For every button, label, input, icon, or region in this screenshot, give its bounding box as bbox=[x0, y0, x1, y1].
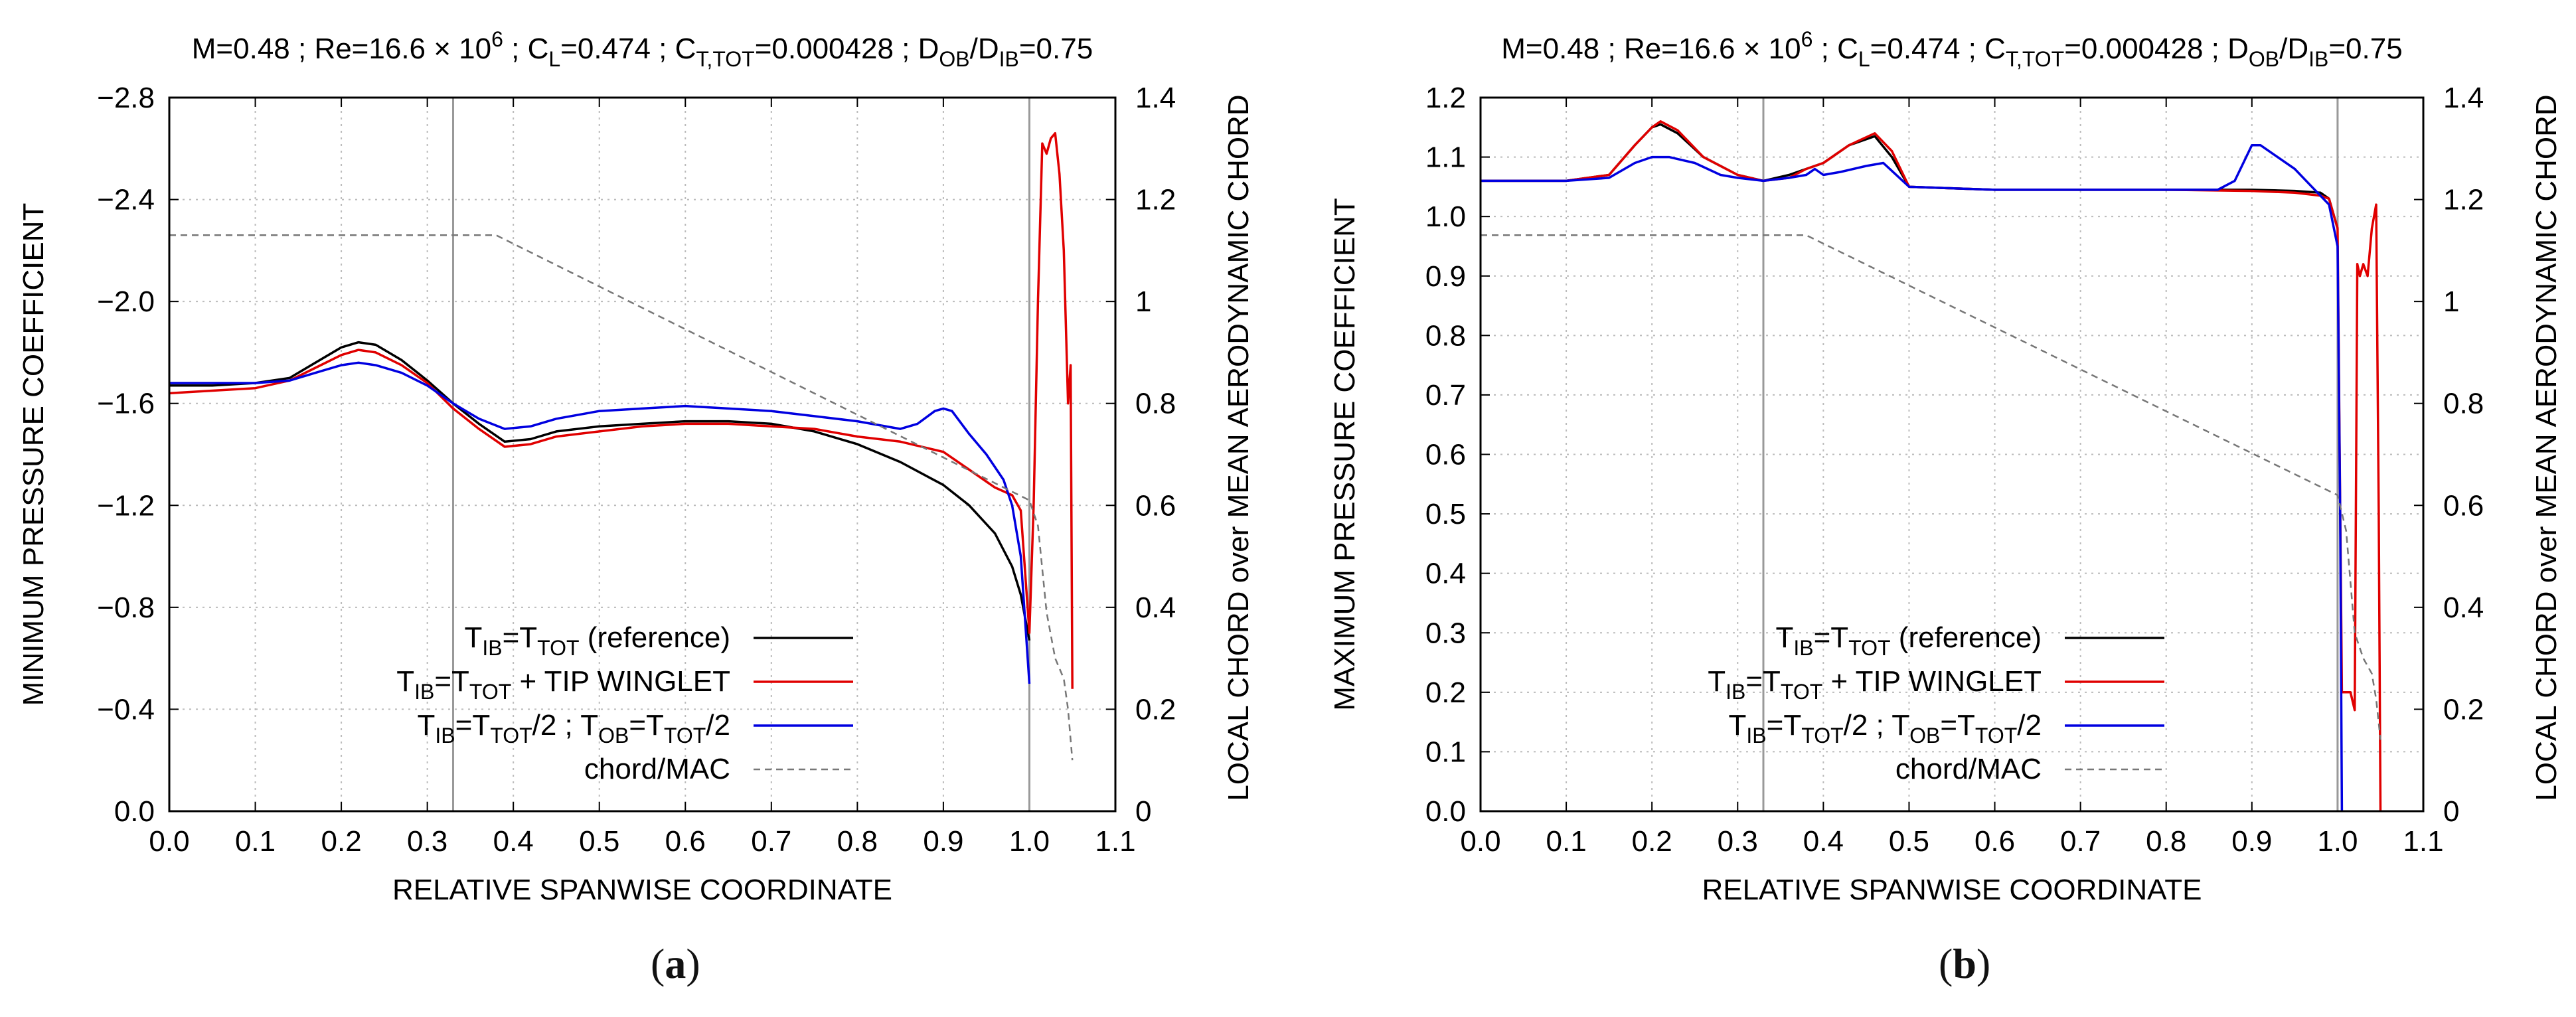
x-tick-label: 0.1 bbox=[1546, 825, 1587, 858]
x-tick-label: 0.2 bbox=[321, 825, 362, 858]
y-tick-label: 1.1 bbox=[1425, 141, 1466, 174]
caption-b: (b) bbox=[1939, 940, 1991, 987]
series-line-1 bbox=[1481, 120, 2382, 811]
caption-a: (a) bbox=[651, 940, 700, 987]
y2-tick-label: 0.8 bbox=[1135, 388, 1176, 420]
series-line-2 bbox=[169, 361, 1031, 684]
y2-tick-label: 0.8 bbox=[2443, 388, 2484, 420]
y2-tick-label: 0 bbox=[1135, 795, 1151, 828]
plot-frame bbox=[1479, 96, 2425, 813]
y2-tick-label: 0.6 bbox=[1135, 489, 1176, 522]
x-tick-label: 0.5 bbox=[1889, 825, 1929, 858]
y-tick-label: 0.5 bbox=[1425, 498, 1466, 530]
y2-tick-label: 0.2 bbox=[2443, 693, 2484, 726]
y2-tick-label: 0.4 bbox=[2443, 591, 2484, 624]
y2-tick-label: 1.4 bbox=[1135, 82, 1176, 114]
chart-title: M=0.48 ; Re=16.6 × 106 ; CL=0.474 ; CT,T… bbox=[1501, 27, 2402, 71]
y-tick-label: 0.2 bbox=[1425, 676, 1466, 709]
x-tick-label: 1.1 bbox=[2403, 825, 2443, 858]
y2-axis-label: LOCAL CHORD over MEAN AERODYNAMIC CHORD bbox=[1222, 94, 1255, 801]
x-tick-label: 0.7 bbox=[751, 825, 791, 858]
x-tick-label: 1.0 bbox=[1009, 825, 1050, 858]
y2-tick-label: 0 bbox=[2443, 795, 2459, 828]
chart-title: M=0.48 ; Re=16.6 × 106 ; CL=0.474 ; CT,T… bbox=[192, 27, 1093, 71]
x-axis-label: RELATIVE SPANWISE COORDINATE bbox=[392, 874, 892, 906]
series-line-3 bbox=[1481, 234, 2381, 740]
legend-label-1: TIB=TTOT + TIP WINGLET bbox=[1708, 665, 2042, 704]
y2-tick-label: 1.2 bbox=[2443, 184, 2484, 216]
x-tick-label: 0.2 bbox=[1632, 825, 1672, 858]
legend-label-2: TIB=TTOT/2 ; TOB=TTOT/2 bbox=[1729, 709, 2042, 747]
y-tick-label: 1.0 bbox=[1425, 200, 1466, 233]
y-tick-label: −2.8 bbox=[97, 82, 155, 114]
y-axis-label: MINIMUM PRESSURE COEFFICIENT bbox=[17, 203, 50, 706]
y-tick-label: 0.3 bbox=[1425, 617, 1466, 649]
x-tick-label: 0.8 bbox=[837, 825, 878, 858]
chart-panel-a: 0.0 0.1 0.2 0.3 0.4 0.5 0.6 0.7 0.8 0.9 1.0 1.1 0.0 −… bbox=[17, 27, 1255, 906]
x-tick-label: 0.4 bbox=[493, 825, 534, 858]
plot-frame bbox=[168, 96, 1117, 813]
series-line-2 bbox=[1481, 143, 2344, 811]
x-tick-label: 0.5 bbox=[579, 825, 619, 858]
legend-label-3: chord/MAC bbox=[1895, 753, 2042, 785]
y2-tick-label: 1 bbox=[2443, 285, 2459, 318]
series-line-0 bbox=[1481, 123, 2339, 229]
y-tick-label: 0.9 bbox=[1425, 260, 1466, 293]
y-tick-label: 0.0 bbox=[1425, 795, 1466, 828]
y2-tick-label: 1.4 bbox=[2443, 82, 2484, 114]
y-tick-label: −0.4 bbox=[97, 693, 155, 726]
y-tick-label: 0.0 bbox=[114, 795, 155, 828]
x-tick-label: 0.4 bbox=[1803, 825, 1844, 858]
y-tick-label: 1.2 bbox=[1425, 82, 1466, 114]
x-tick-label: 0.3 bbox=[407, 825, 447, 858]
y-tick-label: −2.4 bbox=[97, 184, 155, 216]
y-tick-label: 0.4 bbox=[1425, 558, 1466, 590]
y-tick-label: 0.6 bbox=[1425, 439, 1466, 471]
x-tick-label: 1.1 bbox=[1095, 825, 1135, 858]
x-tick-label: 0.1 bbox=[235, 825, 276, 858]
y2-tick-label: 1 bbox=[1135, 285, 1151, 318]
y-tick-label: −1.2 bbox=[97, 489, 155, 522]
y-tick-label: 0.1 bbox=[1425, 736, 1466, 768]
x-tick-label: 0.6 bbox=[1974, 825, 2015, 858]
x-tick-label: 0.3 bbox=[1718, 825, 1758, 858]
x-tick-label: 0.7 bbox=[2060, 825, 2101, 858]
legend-label-0: TIB=TTOT (reference) bbox=[464, 621, 730, 660]
legend-label-0: TIB=TTOT (reference) bbox=[1775, 621, 2042, 660]
series-line-1 bbox=[169, 131, 1074, 689]
x-tick-label: 0.0 bbox=[149, 825, 189, 858]
y2-tick-label: 0.2 bbox=[1135, 693, 1176, 726]
y-axis-label: MAXIMUM PRESSURE COEFFICIENT bbox=[1328, 198, 1361, 711]
y2-tick-label: 0.4 bbox=[1135, 591, 1176, 624]
y2-tick-label: 0.6 bbox=[2443, 489, 2484, 522]
x-axis-label: RELATIVE SPANWISE COORDINATE bbox=[1702, 874, 2202, 906]
x-tick-label: 0.8 bbox=[2146, 825, 2186, 858]
legend-label-2: TIB=TTOT/2 ; TOB=TTOT/2 bbox=[418, 709, 730, 747]
x-tick-label: 0.0 bbox=[1460, 825, 1500, 858]
y-tick-label: 0.8 bbox=[1425, 319, 1466, 352]
series-line-3 bbox=[169, 234, 1074, 761]
x-tick-label: 0.9 bbox=[923, 825, 963, 858]
x-tick-label: 1.0 bbox=[2317, 825, 2358, 858]
y-tick-label: 0.7 bbox=[1425, 379, 1466, 412]
series-line-0 bbox=[169, 341, 1031, 641]
y2-tick-label: 1.2 bbox=[1135, 184, 1176, 216]
y-tick-label: −2.0 bbox=[97, 285, 155, 318]
x-tick-label: 0.9 bbox=[2231, 825, 2272, 858]
chart-panel-b: 0.0 0.1 0.2 0.3 0.4 0.5 0.6 0.7 0.8 0.9 1.0 1.1 0.0 0… bbox=[1328, 27, 2563, 906]
y2-axis-label: LOCAL CHORD over MEAN AERODYNAMIC CHORD bbox=[2530, 94, 2563, 801]
legend-label-3: chord/MAC bbox=[584, 753, 730, 785]
y-tick-label: −1.6 bbox=[97, 388, 155, 420]
x-tick-label: 0.6 bbox=[665, 825, 706, 858]
legend-label-1: TIB=TTOT + TIP WINGLET bbox=[396, 665, 730, 704]
y-tick-label: −0.8 bbox=[97, 591, 155, 624]
